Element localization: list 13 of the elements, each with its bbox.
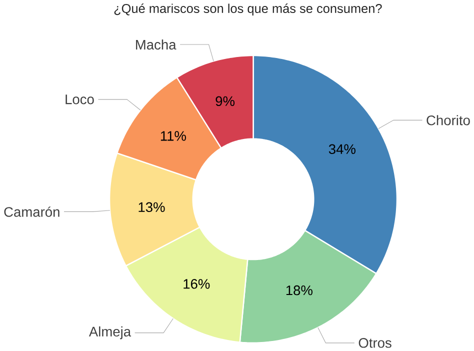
data-label: 34% — [328, 144, 356, 154]
data-label: 11% — [160, 130, 186, 141]
slice-label: Chorito — [426, 114, 470, 126]
data-label: 13% — [138, 202, 165, 212]
data-label: 9% — [216, 96, 235, 106]
slice-label: Macha — [136, 39, 176, 50]
slice-label: Camarón — [4, 206, 60, 217]
slice-label: Almeja — [88, 326, 132, 340]
slice-label: Loco — [66, 94, 94, 104]
data-label: 16% — [184, 278, 210, 289]
data-label: 18% — [286, 285, 312, 296]
chart-title: ¿Qué mariscos son los que más se consumen? — [114, 3, 382, 16]
slice-label: Otros — [358, 338, 392, 348]
